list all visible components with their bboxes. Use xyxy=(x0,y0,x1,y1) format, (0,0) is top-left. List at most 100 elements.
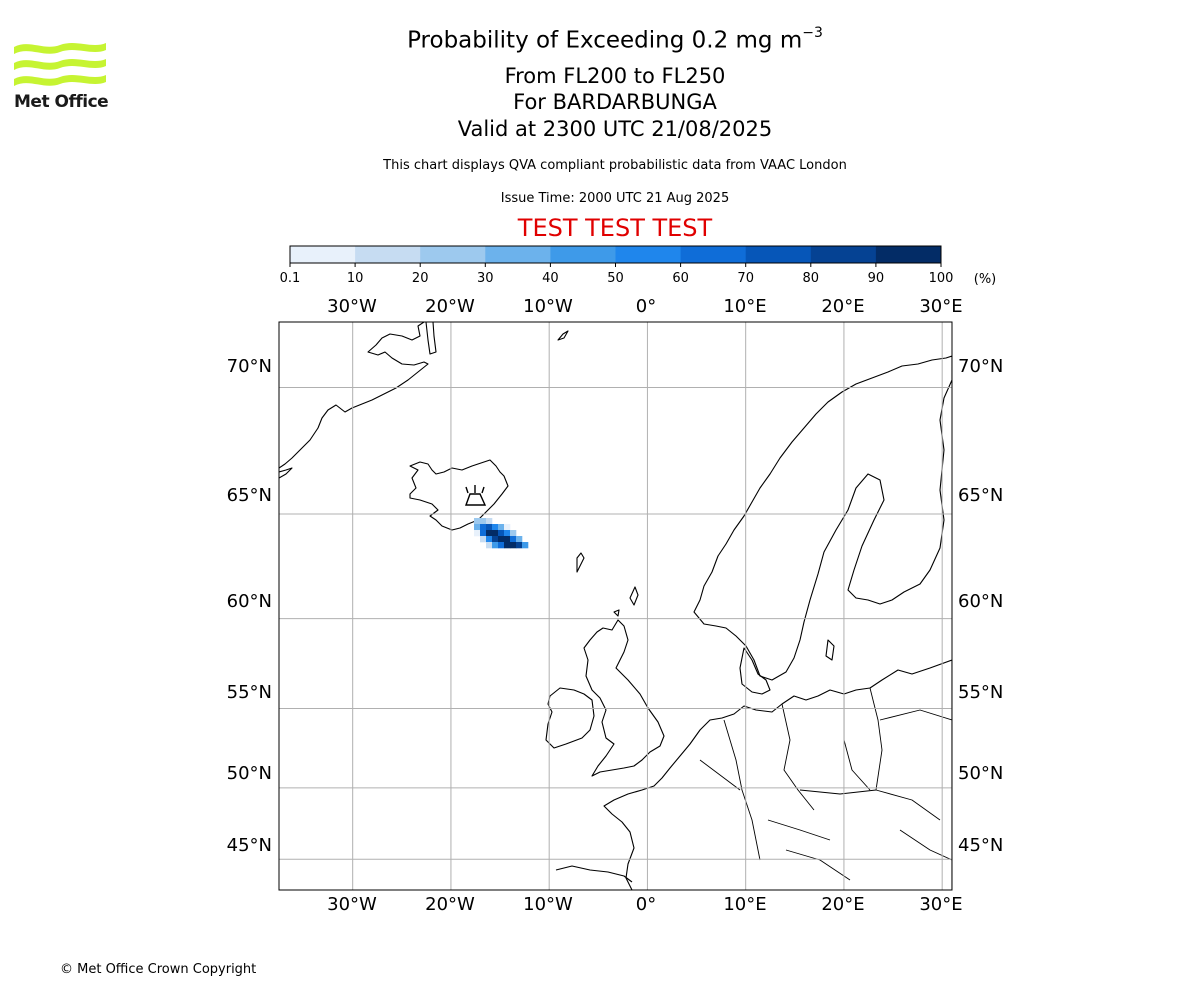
plume-cell xyxy=(516,542,523,549)
lat-tick-right-45n: 45°N xyxy=(958,835,1003,856)
colorbar-tick-label: 60 xyxy=(672,271,689,286)
map-land xyxy=(279,322,952,890)
gotland xyxy=(825,639,835,661)
lat-tick-right-55n: 55°N xyxy=(958,682,1003,703)
colorbar-segment xyxy=(290,246,356,263)
copyright-notice: © Met Office Crown Copyright xyxy=(60,962,257,977)
colorbar-tick-label: 10 xyxy=(347,271,364,286)
map-frame xyxy=(278,321,953,891)
plume-cell xyxy=(480,536,487,543)
plume-cell xyxy=(498,536,505,543)
denmark-coastline xyxy=(739,647,771,695)
plume-cell xyxy=(498,530,505,537)
ireland-coastline xyxy=(545,687,595,749)
lon-tick-top-10e: 10°E xyxy=(723,296,766,317)
colorbar-tick-label: 70 xyxy=(737,271,754,286)
colorbar-segment xyxy=(485,246,551,263)
lat-tick-left-70n: 70°N xyxy=(227,356,272,377)
plume-cell xyxy=(474,530,481,537)
lon-tick-bottom-10e: 10°E xyxy=(723,894,766,915)
colorbar-unit: (%) xyxy=(974,272,997,287)
ash-plume xyxy=(474,518,529,549)
colorbar-tick-label: 50 xyxy=(607,271,624,286)
test-banner: TEST TEST TEST xyxy=(517,214,713,242)
greenland-coastline xyxy=(279,322,429,469)
lat-tick-left-50n: 50°N xyxy=(227,763,272,784)
flight-level-range: From FL200 to FL250 xyxy=(504,64,726,88)
lat-tick-right-60n: 60°N xyxy=(958,591,1003,612)
chart-title: Probability of Exceeding 0.2 mg m−3 xyxy=(407,25,823,54)
plume-cell xyxy=(504,530,511,537)
colorbar-segment xyxy=(810,246,877,263)
plume-cell xyxy=(492,530,499,537)
lat-tick-right-70n: 70°N xyxy=(958,356,1003,377)
plume-cell xyxy=(480,530,487,537)
faroe-islands xyxy=(576,552,585,573)
shetland xyxy=(629,586,639,606)
gridlines xyxy=(279,322,952,890)
plume-cell xyxy=(510,530,517,537)
plume-cell xyxy=(486,542,493,549)
disclaimer-text: This chart displays QVA compliant probab… xyxy=(383,158,847,173)
plume-cell xyxy=(498,542,505,549)
plume-cell xyxy=(510,536,517,543)
valid-time: Valid at 2300 UTC 21/08/2025 xyxy=(457,117,773,141)
colorbar-tick-label: 40 xyxy=(542,271,559,286)
continental-europe-coastline xyxy=(603,659,952,890)
plume-cell xyxy=(498,524,505,531)
lon-tick-bottom-30w: 30°W xyxy=(327,894,377,915)
plume-cell xyxy=(474,518,481,525)
colorbar-tick-label: 20 xyxy=(412,271,429,286)
orkney xyxy=(613,609,620,617)
colorbar: 0.1 10 20 30 40 50 60 70 80 90 100 xyxy=(280,245,954,286)
map-background xyxy=(279,322,952,890)
plume-cell xyxy=(504,524,511,531)
issue-time: Issue Time: 2000 UTC 21 Aug 2025 xyxy=(500,191,730,206)
great-britain-coastline xyxy=(583,619,665,777)
plume-cell xyxy=(492,536,499,543)
plume-cell xyxy=(474,524,481,531)
colorbar-tick-label: 30 xyxy=(477,271,494,286)
greenland-coastline-3 xyxy=(279,467,293,479)
colorbar-segment xyxy=(680,246,747,263)
jan-mayen xyxy=(557,330,569,341)
colorbar-segment xyxy=(615,246,682,263)
lon-tick-top-30w: 30°W xyxy=(327,296,377,317)
colorbar-tick-label: 100 xyxy=(929,271,954,286)
volcano-marker-icon xyxy=(465,485,487,506)
lon-tick-bottom-0: 0° xyxy=(636,894,656,915)
colorbar-tick-label: 0.1 xyxy=(280,271,301,286)
lat-tick-left-55n: 55°N xyxy=(227,682,272,703)
plume-cell xyxy=(516,536,523,543)
lon-tick-top-20w: 20°W xyxy=(425,296,475,317)
plume-cell xyxy=(492,542,499,549)
plume-cell xyxy=(504,542,511,549)
scandinavia-coastline xyxy=(693,355,952,681)
lat-tick-right-65n: 65°N xyxy=(958,485,1003,506)
met-office-logo-text: Met Office xyxy=(14,92,109,112)
lon-tick-bottom-20w: 20°W xyxy=(425,894,475,915)
colorbar-segment xyxy=(355,246,421,263)
plume-cell xyxy=(480,518,487,525)
colorbar-segment xyxy=(550,246,616,263)
greenland-coastline-2 xyxy=(425,322,437,355)
lon-tick-bottom-20e: 20°E xyxy=(821,894,864,915)
lat-tick-left-65n: 65°N xyxy=(227,485,272,506)
iceland-coastline xyxy=(409,459,509,531)
plume-cell xyxy=(504,536,511,543)
plume-cell xyxy=(486,536,493,543)
colorbar-tick-label: 80 xyxy=(803,271,820,286)
plume-cell xyxy=(486,530,493,537)
colorbar-segment xyxy=(745,246,812,263)
lat-tick-left-60n: 60°N xyxy=(227,591,272,612)
lon-tick-bottom-10w: 10°W xyxy=(523,894,573,915)
colorbar-segment xyxy=(875,246,942,263)
lon-tick-top-0: 0° xyxy=(636,296,656,317)
colorbar-segment xyxy=(420,246,486,263)
lat-tick-right-50n: 50°N xyxy=(958,763,1003,784)
lat-tick-left-45n: 45°N xyxy=(227,835,272,856)
country-borders xyxy=(699,687,952,881)
plume-cell xyxy=(486,524,493,531)
iberia-coastline xyxy=(555,865,633,883)
